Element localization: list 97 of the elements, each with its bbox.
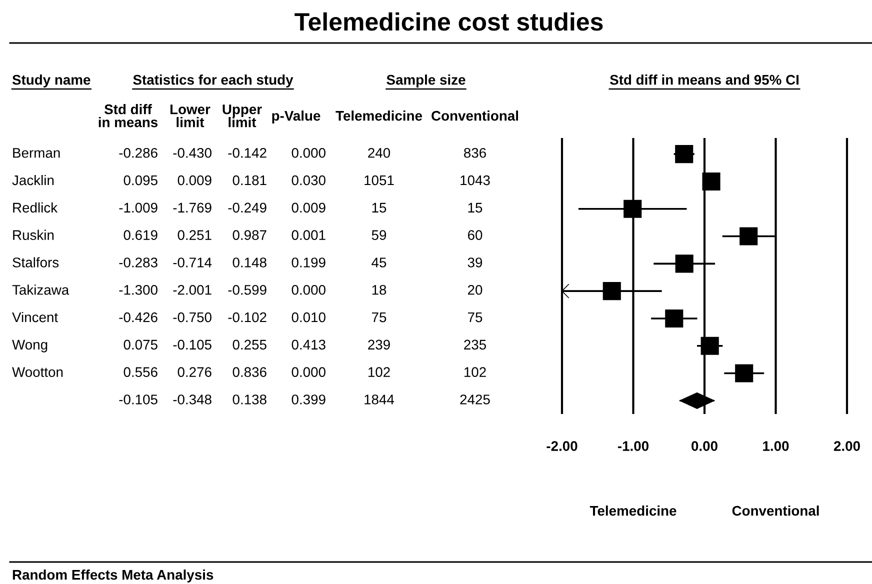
text: 1051 (364, 175, 394, 186)
text: -0.102 (228, 312, 266, 322)
point (740, 227, 758, 246)
point (665, 309, 684, 328)
point (700, 336, 719, 355)
text: 15 (372, 202, 386, 213)
category-label: p-Value (272, 110, 320, 124)
text: -2.001 (173, 284, 212, 295)
text: 0.181 (232, 175, 266, 186)
text: 18 (372, 284, 386, 295)
text: 102 (464, 367, 486, 377)
text: -0.249 (228, 202, 266, 213)
text: Telemedicine (590, 506, 676, 516)
text: 0.199 (292, 258, 326, 268)
text: 0.836 (232, 367, 266, 377)
text: -0.105 (119, 394, 158, 404)
text: 0.009 (292, 202, 326, 213)
point (675, 254, 694, 273)
text: Telemedicine cost studies (294, 12, 603, 31)
x-tick-label: 0.00 (692, 441, 718, 451)
category-label: Std diff in means (98, 104, 158, 128)
text: 0.000 (292, 284, 326, 295)
text: 20 (468, 284, 482, 295)
category-label: Wootton (12, 367, 63, 377)
text: 0.001 (292, 230, 326, 240)
text: 0.030 (292, 175, 326, 186)
text: 0.276 (178, 367, 212, 377)
category-label: Redlick (13, 202, 58, 213)
point (735, 364, 754, 382)
category-label: Ruskin (13, 230, 54, 240)
text: Study name (12, 74, 90, 88)
text: 836 (464, 148, 486, 158)
x-tick-label: -2.00 (546, 441, 578, 451)
text: -0.142 (228, 148, 266, 158)
chart-title: Std diff in means and 95% CI (610, 74, 798, 85)
text: -0.286 (119, 148, 158, 158)
text: Conventional (732, 506, 819, 516)
text: 0.556 (124, 367, 158, 377)
category-label: Upper limit (222, 104, 262, 128)
x-tick-label: -1.00 (618, 441, 649, 451)
text: 0.138 (232, 394, 266, 404)
text: 0.619 (124, 230, 158, 240)
text: 240 (368, 148, 390, 158)
text: Sample size (386, 74, 466, 88)
x-tick-label: 2.00 (834, 441, 860, 451)
category-label: Telemedicine (336, 110, 422, 121)
text: 0.413 (292, 340, 326, 350)
text: -0.426 (119, 312, 158, 322)
text: -0.430 (173, 148, 212, 158)
text: -1.300 (119, 284, 158, 295)
point (675, 145, 694, 164)
text: Random Effects Meta Analysis (12, 570, 214, 582)
text: 0.255 (232, 340, 266, 350)
category-label: Wong (12, 340, 48, 352)
category-label: Jacklin (12, 174, 54, 186)
point (602, 282, 621, 300)
text: 239 (368, 340, 390, 350)
x-tick-label: 1.00 (763, 441, 789, 451)
text: 60 (468, 230, 482, 240)
text: -0.348 (173, 394, 212, 404)
category-label: Vincent (12, 312, 58, 322)
text: -1.769 (173, 202, 212, 213)
category-label: Takizawa (12, 284, 70, 295)
text: 1844 (364, 394, 394, 404)
text: 0.000 (292, 367, 326, 377)
text: 0.009 (178, 175, 212, 186)
text: 0.148 (232, 258, 266, 268)
category-label: Berman (13, 148, 60, 158)
text: 0.000 (292, 148, 326, 158)
category-label: Stalfors (12, 257, 59, 268)
text: Statistics for each study (133, 74, 294, 88)
text: -0.105 (173, 340, 212, 350)
text: 0.399 (292, 394, 326, 404)
text: 39 (468, 258, 482, 268)
text: 45 (372, 258, 386, 268)
text: -0.714 (173, 258, 212, 268)
category-label: Conventional (432, 110, 518, 121)
text: 59 (372, 230, 386, 240)
text: 235 (464, 340, 486, 350)
text: 15 (468, 202, 482, 213)
text: 0.251 (178, 230, 212, 240)
point (624, 200, 642, 218)
text: -1.009 (119, 202, 158, 213)
category-label: Lower limit (170, 104, 210, 128)
text: 1043 (460, 175, 490, 186)
text: -0.750 (173, 312, 212, 322)
text: 0.987 (232, 230, 266, 240)
text: -0.599 (228, 284, 266, 295)
text: -0.283 (119, 258, 158, 268)
text: 0.075 (124, 340, 158, 350)
text: 0.010 (292, 312, 326, 322)
text: 75 (372, 312, 386, 322)
point (702, 172, 720, 190)
text: 0.095 (124, 175, 158, 186)
text: 75 (468, 312, 482, 322)
text: 2425 (460, 394, 490, 404)
text: 102 (368, 367, 390, 377)
